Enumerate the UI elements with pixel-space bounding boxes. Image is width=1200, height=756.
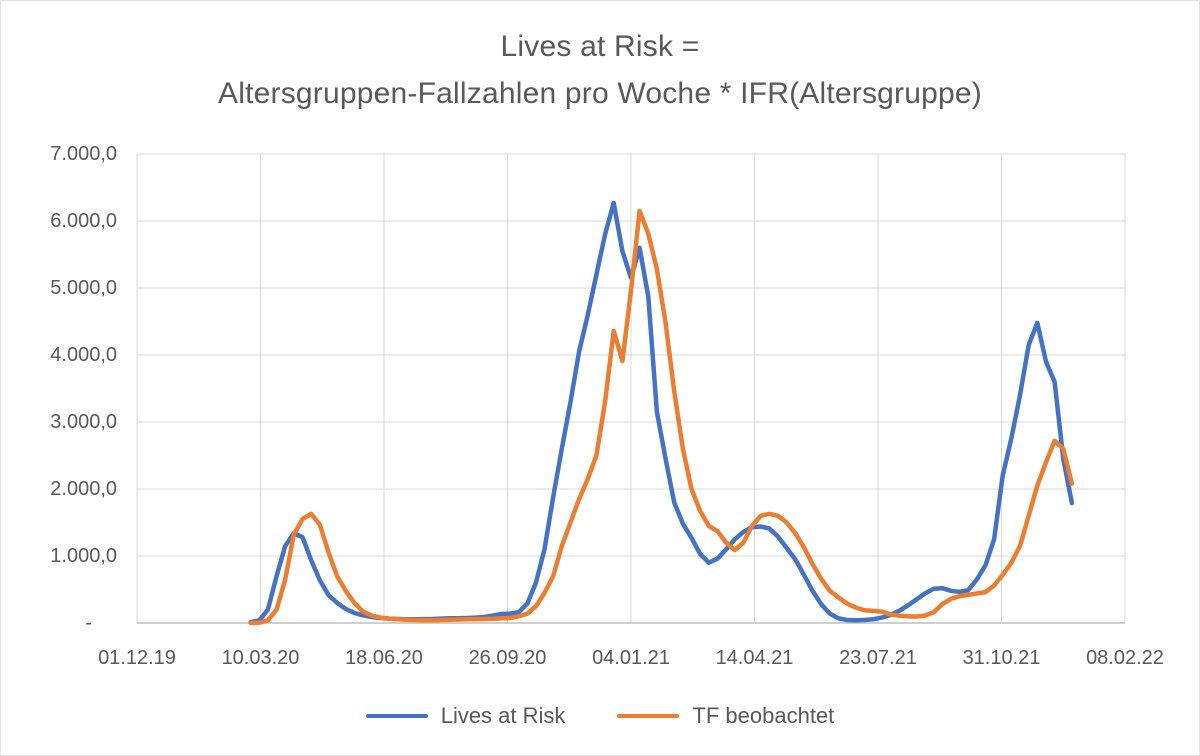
x-tick-label: 10.03.20 [221, 647, 300, 669]
legend-label-tf-beobachtet: TF beobachtet [692, 703, 835, 728]
legend-item-tf-beobachtet: TF beobachtet [617, 703, 834, 729]
legend-label-lives-at-risk: Lives at Risk [440, 703, 566, 728]
x-tick-label: 26.09.20 [468, 647, 547, 669]
y-tick-label: - [85, 612, 92, 634]
x-tick-label: 14.04.21 [715, 647, 794, 669]
tf-beobachtet-line-swatch [617, 713, 680, 719]
y-tick-label: 4.000,0 [50, 344, 117, 366]
x-tick-label: 23.07.21 [839, 647, 917, 669]
legend: Lives at Risk TF beobachtet [1, 703, 1199, 729]
chart-title-line2: Altersgruppen-Fallzahlen pro Woche * IFR… [218, 77, 982, 110]
legend-item-lives-at-risk: Lives at Risk [365, 703, 566, 729]
series-line-tf-beobachtet [248, 208, 1075, 626]
y-tick-label: 7.000,0 [50, 143, 117, 165]
y-tick-label: 1.000,0 [50, 545, 117, 567]
y-tick-label: 3.000,0 [50, 411, 117, 433]
chart-title-line1: Lives at Risk = [500, 30, 700, 63]
y-tick-label: 5.000,0 [50, 277, 117, 299]
x-tick-label: 18.06.20 [345, 647, 423, 669]
chart-title: Lives at Risk = Altersgruppen-Fallzahlen… [1, 23, 1199, 117]
series-line-lives-at-risk [248, 200, 1075, 625]
x-tick-label: 01.12.19 [98, 647, 176, 669]
x-tick-label: 31.10.21 [962, 647, 1041, 669]
x-tick-label: 04.01.21 [592, 647, 670, 669]
x-tick-label: 08.02.22 [1086, 647, 1164, 669]
y-tick-label: 2.000,0 [50, 478, 117, 500]
lives-at-risk-line-swatch [365, 713, 428, 719]
y-tick-label: 6.000,0 [50, 210, 117, 232]
